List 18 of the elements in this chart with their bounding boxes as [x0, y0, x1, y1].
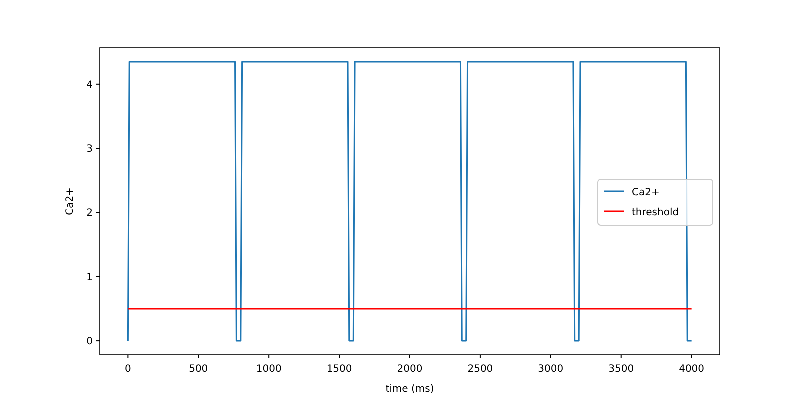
- x-tick-label: 4000: [679, 364, 705, 375]
- x-tick-label: 2500: [468, 364, 494, 375]
- x-tick-label: 1000: [256, 364, 282, 375]
- x-tick-label: 500: [189, 364, 208, 375]
- y-tick-label: 3: [86, 144, 93, 156]
- x-tick-label: 0: [124, 364, 132, 375]
- y-tick-label: 0: [86, 336, 93, 348]
- y-tick-label: 4: [86, 80, 93, 91]
- x-tick-label: 3000: [538, 364, 564, 375]
- legend-label: Ca2+: [632, 188, 660, 198]
- x-tick-label: 2000: [397, 364, 423, 375]
- legend-label: threshold: [632, 208, 680, 218]
- x-tick-label: 1500: [326, 364, 352, 375]
- y-tick-label: 1: [86, 272, 93, 284]
- y-axis-title: Ca2+: [65, 188, 76, 216]
- y-tick-label: 2: [86, 208, 93, 220]
- x-tick-label: 3500: [608, 364, 634, 375]
- x-axis-title: time (ms): [386, 384, 434, 395]
